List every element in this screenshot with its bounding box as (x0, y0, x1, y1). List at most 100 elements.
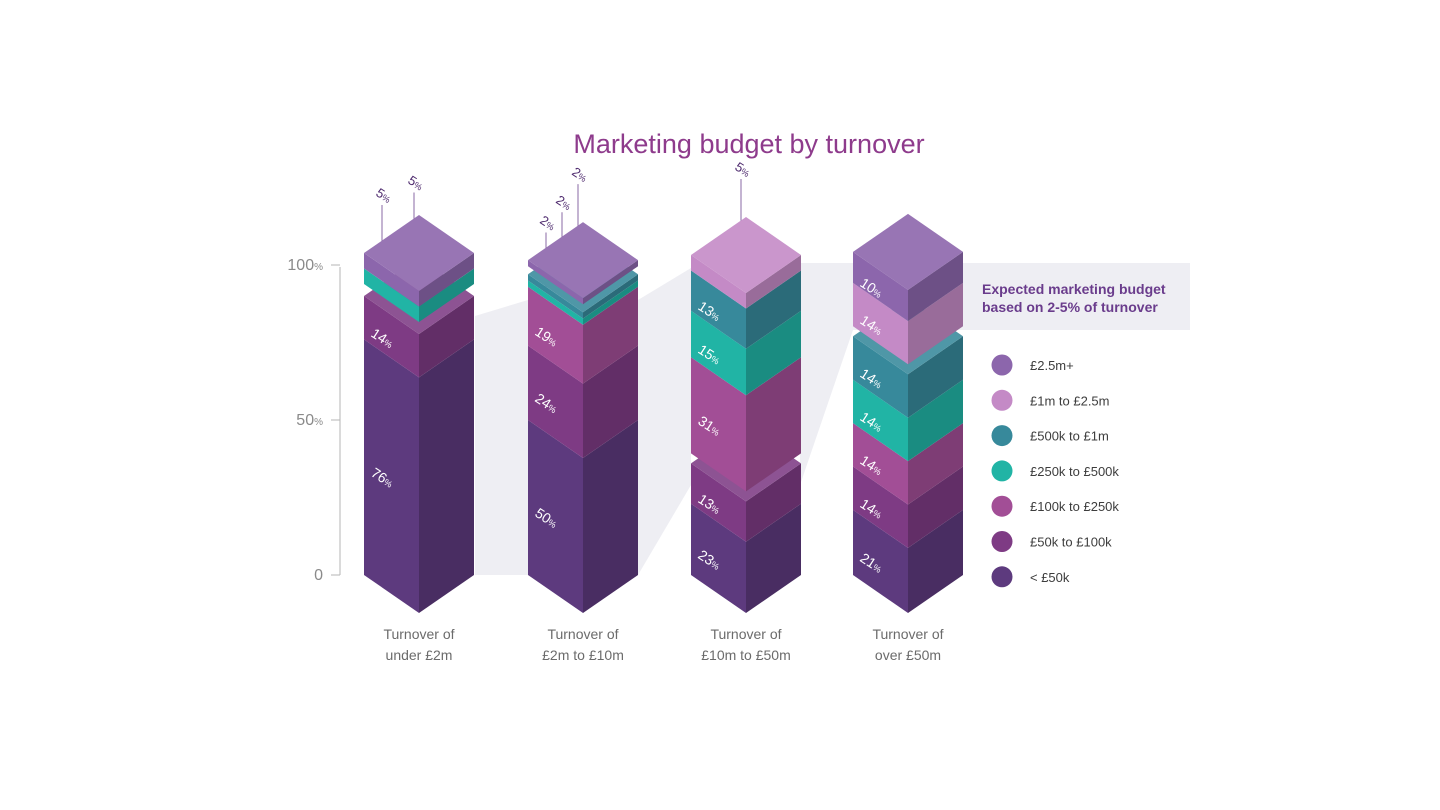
bar-face-left (853, 282, 908, 365)
segment-2-5m: 10% (853, 251, 963, 321)
bar-face-right (908, 423, 963, 505)
bar-face-right (746, 463, 801, 542)
segment-500k-to-1m: 13% (691, 270, 801, 349)
bar-1: 76%14%5%5% (364, 172, 474, 613)
bar-face-left (528, 420, 583, 613)
category-label: Turnover of £2m to £10m (542, 626, 624, 663)
bar-face-left (528, 274, 583, 319)
bar-4: 21%14%14%14%14%14%10% (853, 213, 963, 613)
bar-face-left (364, 296, 419, 378)
bar-face-right (583, 260, 638, 305)
bar-value-label: 5% (405, 172, 426, 193)
bar-face-right (419, 339, 474, 613)
legend-item: £100k to £250k (991, 495, 1119, 517)
bar-value-label: 15% (695, 341, 724, 367)
bar-face-right (746, 357, 801, 492)
y-tick-label: 100% (287, 257, 323, 274)
legend-swatch (991, 389, 1013, 411)
bar-face-top (853, 213, 963, 290)
segment-250k-to-500k: 5% (364, 172, 474, 322)
chart-title: Marketing budget by turnover (573, 129, 924, 159)
legend-swatch (991, 354, 1013, 376)
bar-face-right (583, 280, 638, 325)
segment-50k: 21% (853, 509, 963, 613)
bar-face-right (419, 268, 474, 322)
bar-face-left (853, 423, 908, 505)
bar-face-right (583, 274, 638, 319)
bar-face-right (419, 296, 474, 378)
legend-swatch (991, 495, 1013, 517)
bar-face-right (908, 282, 963, 365)
segment-50k: 76% (364, 339, 474, 613)
bar-face-left (853, 336, 908, 418)
segment-50k: 23% (691, 503, 801, 613)
bar-face-left (691, 503, 746, 613)
legend-item: < £50k (991, 566, 1070, 588)
bar-face-right (908, 509, 963, 613)
bar-face-right (908, 251, 963, 321)
bar-face-left (691, 310, 746, 396)
bar-face-left (528, 286, 583, 384)
legend-label: £500k to £1m (1030, 429, 1109, 444)
category-label: Turnover of over £50m (872, 626, 943, 663)
bar-face-left (853, 509, 908, 613)
bar-face-left (691, 255, 746, 309)
highlight-band (475, 300, 528, 575)
legend-swatch (991, 460, 1013, 482)
segment-100k-to-250k: 14% (853, 423, 963, 505)
segment-50k-to-100k: 14% (853, 466, 963, 548)
bar-face-right (419, 253, 474, 307)
segment-250k-to-500k: 14% (853, 379, 963, 462)
bar-face-left (528, 280, 583, 325)
bar-face-top (691, 217, 801, 293)
legend-label: < £50k (1030, 570, 1070, 585)
highlight-band (638, 268, 691, 575)
legend-label: £50k to £100k (1030, 535, 1112, 550)
bar-value-label: 19% (532, 323, 561, 349)
legend-item: £50k to £100k (991, 531, 1112, 552)
bar-face-left (853, 379, 908, 462)
legend-item: £500k to £1m (991, 425, 1109, 447)
bar-face-right (583, 286, 638, 384)
bar-face-right (908, 379, 963, 462)
bar-face-right (746, 270, 801, 349)
bar-face-left (853, 466, 908, 548)
bar-value-label: 2% (569, 164, 590, 185)
bar-face-right (746, 255, 801, 309)
bar-face-left (364, 339, 419, 613)
legend-item: £250k to £500k (991, 460, 1119, 482)
segment-100k-to-250k: 31% (691, 357, 801, 492)
segment-50k-to-100k: 24% (528, 345, 638, 458)
segment-250k-to-500k: 15% (691, 310, 801, 396)
bar-face-top (528, 222, 638, 299)
budget-note: Expected marketing budget based on 2-5% o… (982, 281, 1166, 315)
category-label: Turnover of £10m to £50m (701, 626, 791, 663)
bar-face-left (853, 251, 908, 321)
category-labels: Turnover of under £2m Turnover of £2m to £1… (383, 626, 943, 663)
bar-face-top (364, 215, 474, 291)
segment-100k-to-250k: 19% (528, 286, 638, 384)
legend-label: £1m to £2.5m (1030, 393, 1110, 408)
bar-face-right (746, 503, 801, 613)
legend-label: £2.5m+ (1030, 358, 1074, 373)
y-tick-label: 0 (314, 567, 323, 584)
legend: £2.5m+ £1m to £2.5m £500k to £1m £250k to £… (991, 354, 1119, 588)
bars: 76%14%5%5%50%24%19%2%2%2%23%13%31%15%13%… (364, 159, 963, 613)
legend-swatch (991, 566, 1013, 588)
bar-value-label: 5% (732, 159, 753, 180)
bar-value-label: 2% (537, 212, 558, 233)
bar-face-right (583, 345, 638, 458)
bar-face-left (364, 253, 419, 307)
legend-label: £250k to £500k (1030, 464, 1119, 479)
legend-swatch (991, 425, 1013, 447)
bar-3: 23%13%31%15%13%5% (691, 159, 801, 613)
bar-face-right (908, 466, 963, 548)
y-axis: 100% 50% 0 (287, 257, 341, 584)
y-tick-label: 50% (296, 412, 323, 429)
budget-note-text: Expected marketing budget based on 2-5% o… (982, 281, 1166, 315)
bar-face-left (364, 268, 419, 322)
legend-label: £100k to £250k (1030, 499, 1119, 514)
bar-value-label: 5% (373, 185, 394, 206)
bar-value-label: 2% (553, 192, 574, 213)
bar-face-right (908, 336, 963, 418)
